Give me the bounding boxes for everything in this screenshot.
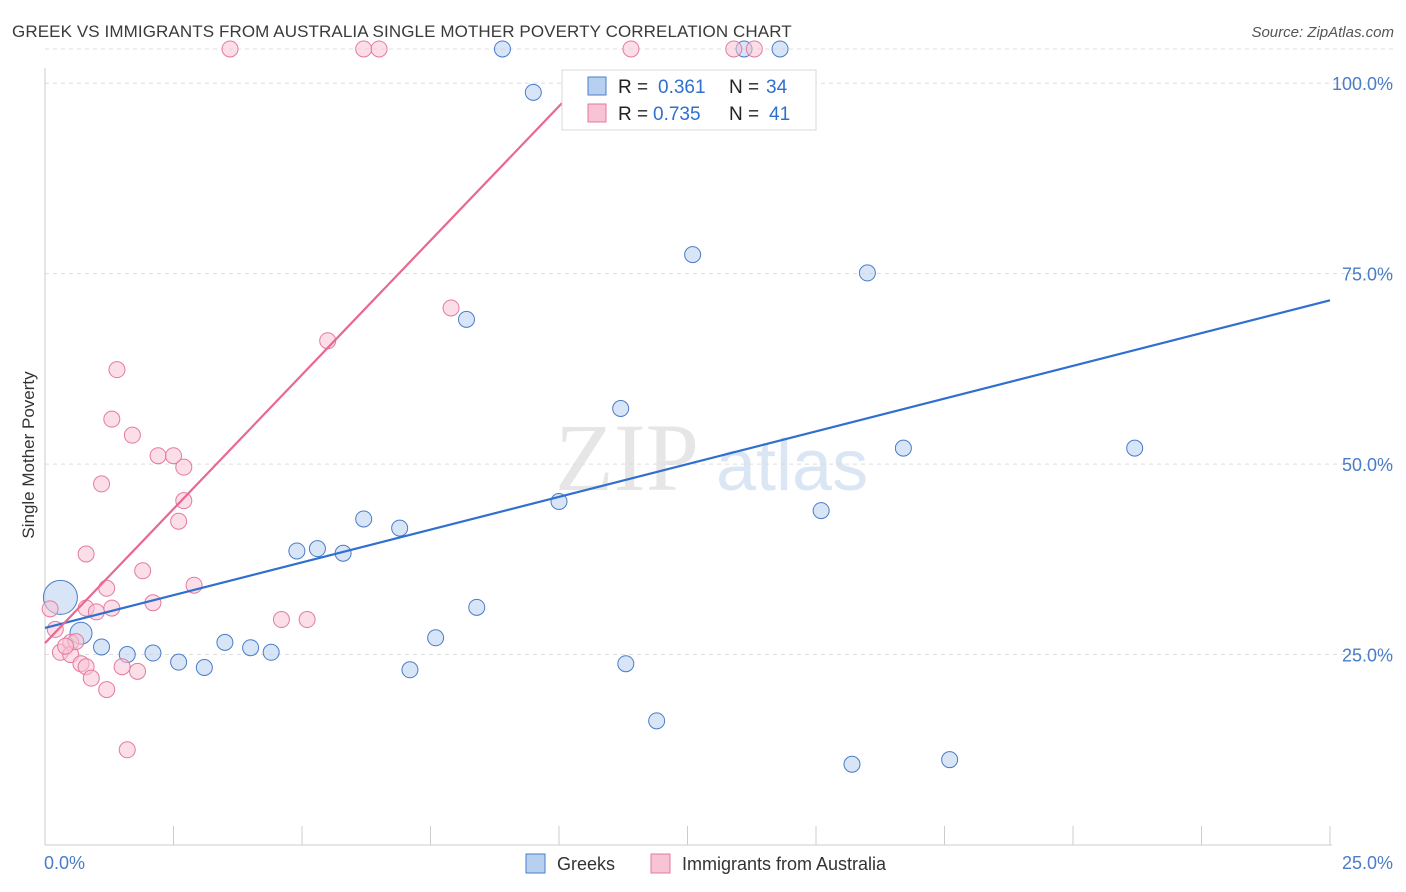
point-greeks-20 [524,83,542,101]
point-australia-33 [355,40,373,58]
y-tick-label-1: 50.0% [1342,455,1393,475]
point-greeks-17 [457,310,475,328]
series-legend: Greeks Immigrants from Australia [525,853,887,874]
stats-r-label-australia: R = [618,104,648,125]
point-australia-37 [725,40,743,58]
point-australia-14 [103,599,121,617]
legend-swatch-australia [650,853,671,874]
point-greeks-6 [195,659,213,677]
point-greeks-11 [308,540,326,558]
stats-n-value-greeks: 34 [766,77,788,98]
point-australia-18 [118,741,136,759]
point-greeks-27 [771,40,789,58]
point-greeks-2 [93,638,111,656]
tick-labels: 25.0% 50.0% 75.0% 100.0% 0.0% 25.0% [44,74,1393,873]
point-greeks-22 [612,400,630,418]
point-australia-15 [103,410,121,428]
point-greeks-7 [216,633,234,651]
point-greeks-4 [144,644,162,662]
point-australia-26 [175,492,193,510]
point-australia-27 [175,458,193,476]
point-australia-40 [57,637,75,655]
gridlines [45,48,1395,656]
point-australia-0 [41,600,59,618]
x-tick-label-0: 0.0% [44,853,85,873]
point-greeks-28 [812,502,830,520]
stats-n-label-australia: N = [729,104,759,125]
point-australia-17 [113,658,131,676]
legend-label-greeks: Greeks [557,854,615,874]
stats-legend: R = 0.361 N = 34 R = 0.735 N = 41 [561,69,817,131]
point-australia-38 [745,40,763,58]
point-greeks-5 [170,653,188,671]
trend-line-australia [44,78,586,644]
point-australia-16 [108,361,126,379]
point-australia-36 [622,40,640,58]
x-tick-label-1: 25.0% [1342,853,1393,873]
point-greeks-31 [894,439,912,457]
point-australia-30 [272,611,290,629]
watermark-atlas: atlas [716,426,868,506]
y-tick-label-2: 75.0% [1342,265,1393,285]
point-australia-10 [87,603,105,621]
point-greeks-33 [1126,439,1144,457]
point-australia-25 [170,512,188,530]
axes [44,68,1332,846]
y-tick-label-0: 25.0% [1342,646,1393,666]
stats-r-label-greeks: R = [618,77,648,98]
y-tick-label-3: 100.0% [1332,74,1393,94]
point-greeks-25 [684,246,702,264]
point-greeks-30 [858,264,876,282]
point-greeks-18 [468,598,486,616]
point-australia-35 [442,299,460,317]
legend-swatch-greeks [525,853,546,874]
point-australia-21 [134,562,152,580]
point-greeks-29 [843,755,861,773]
point-greeks-9 [262,643,280,661]
point-australia-8 [77,545,95,563]
point-greeks-16 [427,629,445,647]
stats-r-value-greeks: 0.361 [658,77,706,98]
stats-swatch-greeks [587,76,607,96]
legend-label-australia: Immigrants from Australia [682,854,887,874]
point-australia-34 [370,40,388,58]
point-australia-9 [82,669,100,687]
source-credit: Source: ZipAtlas.com [1251,24,1394,41]
stats-n-value-australia: 41 [769,104,790,125]
point-australia-20 [129,662,147,680]
point-australia-29 [221,40,239,58]
point-greeks-13 [355,510,373,528]
point-australia-31 [298,611,316,629]
point-greeks-32 [941,751,959,769]
point-australia-12 [98,681,116,699]
trend-line-greeks [44,299,1331,629]
trend-lines [44,78,1331,644]
point-australia-23 [149,447,167,465]
point-greeks-23 [617,655,635,673]
stats-r-value-australia: 0.735 [653,104,701,125]
point-australia-11 [93,475,111,493]
point-greeks-15 [401,661,419,679]
watermark-zip: ZIP [555,404,699,511]
point-greeks-8 [242,639,260,657]
point-australia-13 [98,579,116,597]
y-axis-label: Single Mother Poverty [19,371,38,539]
stats-swatch-australia [587,103,607,123]
point-australia-19 [123,426,141,444]
point-greeks-24 [648,712,666,730]
stats-n-label-greeks: N = [729,77,759,98]
point-australia-24 [165,447,182,465]
series-greeks [42,40,1144,773]
point-greeks-14 [391,519,409,537]
point-greeks-10 [288,542,306,560]
point-greeks-19 [493,40,511,58]
chart-title: GREEK VS IMMIGRANTS FROM AUSTRALIA SINGL… [12,22,792,41]
